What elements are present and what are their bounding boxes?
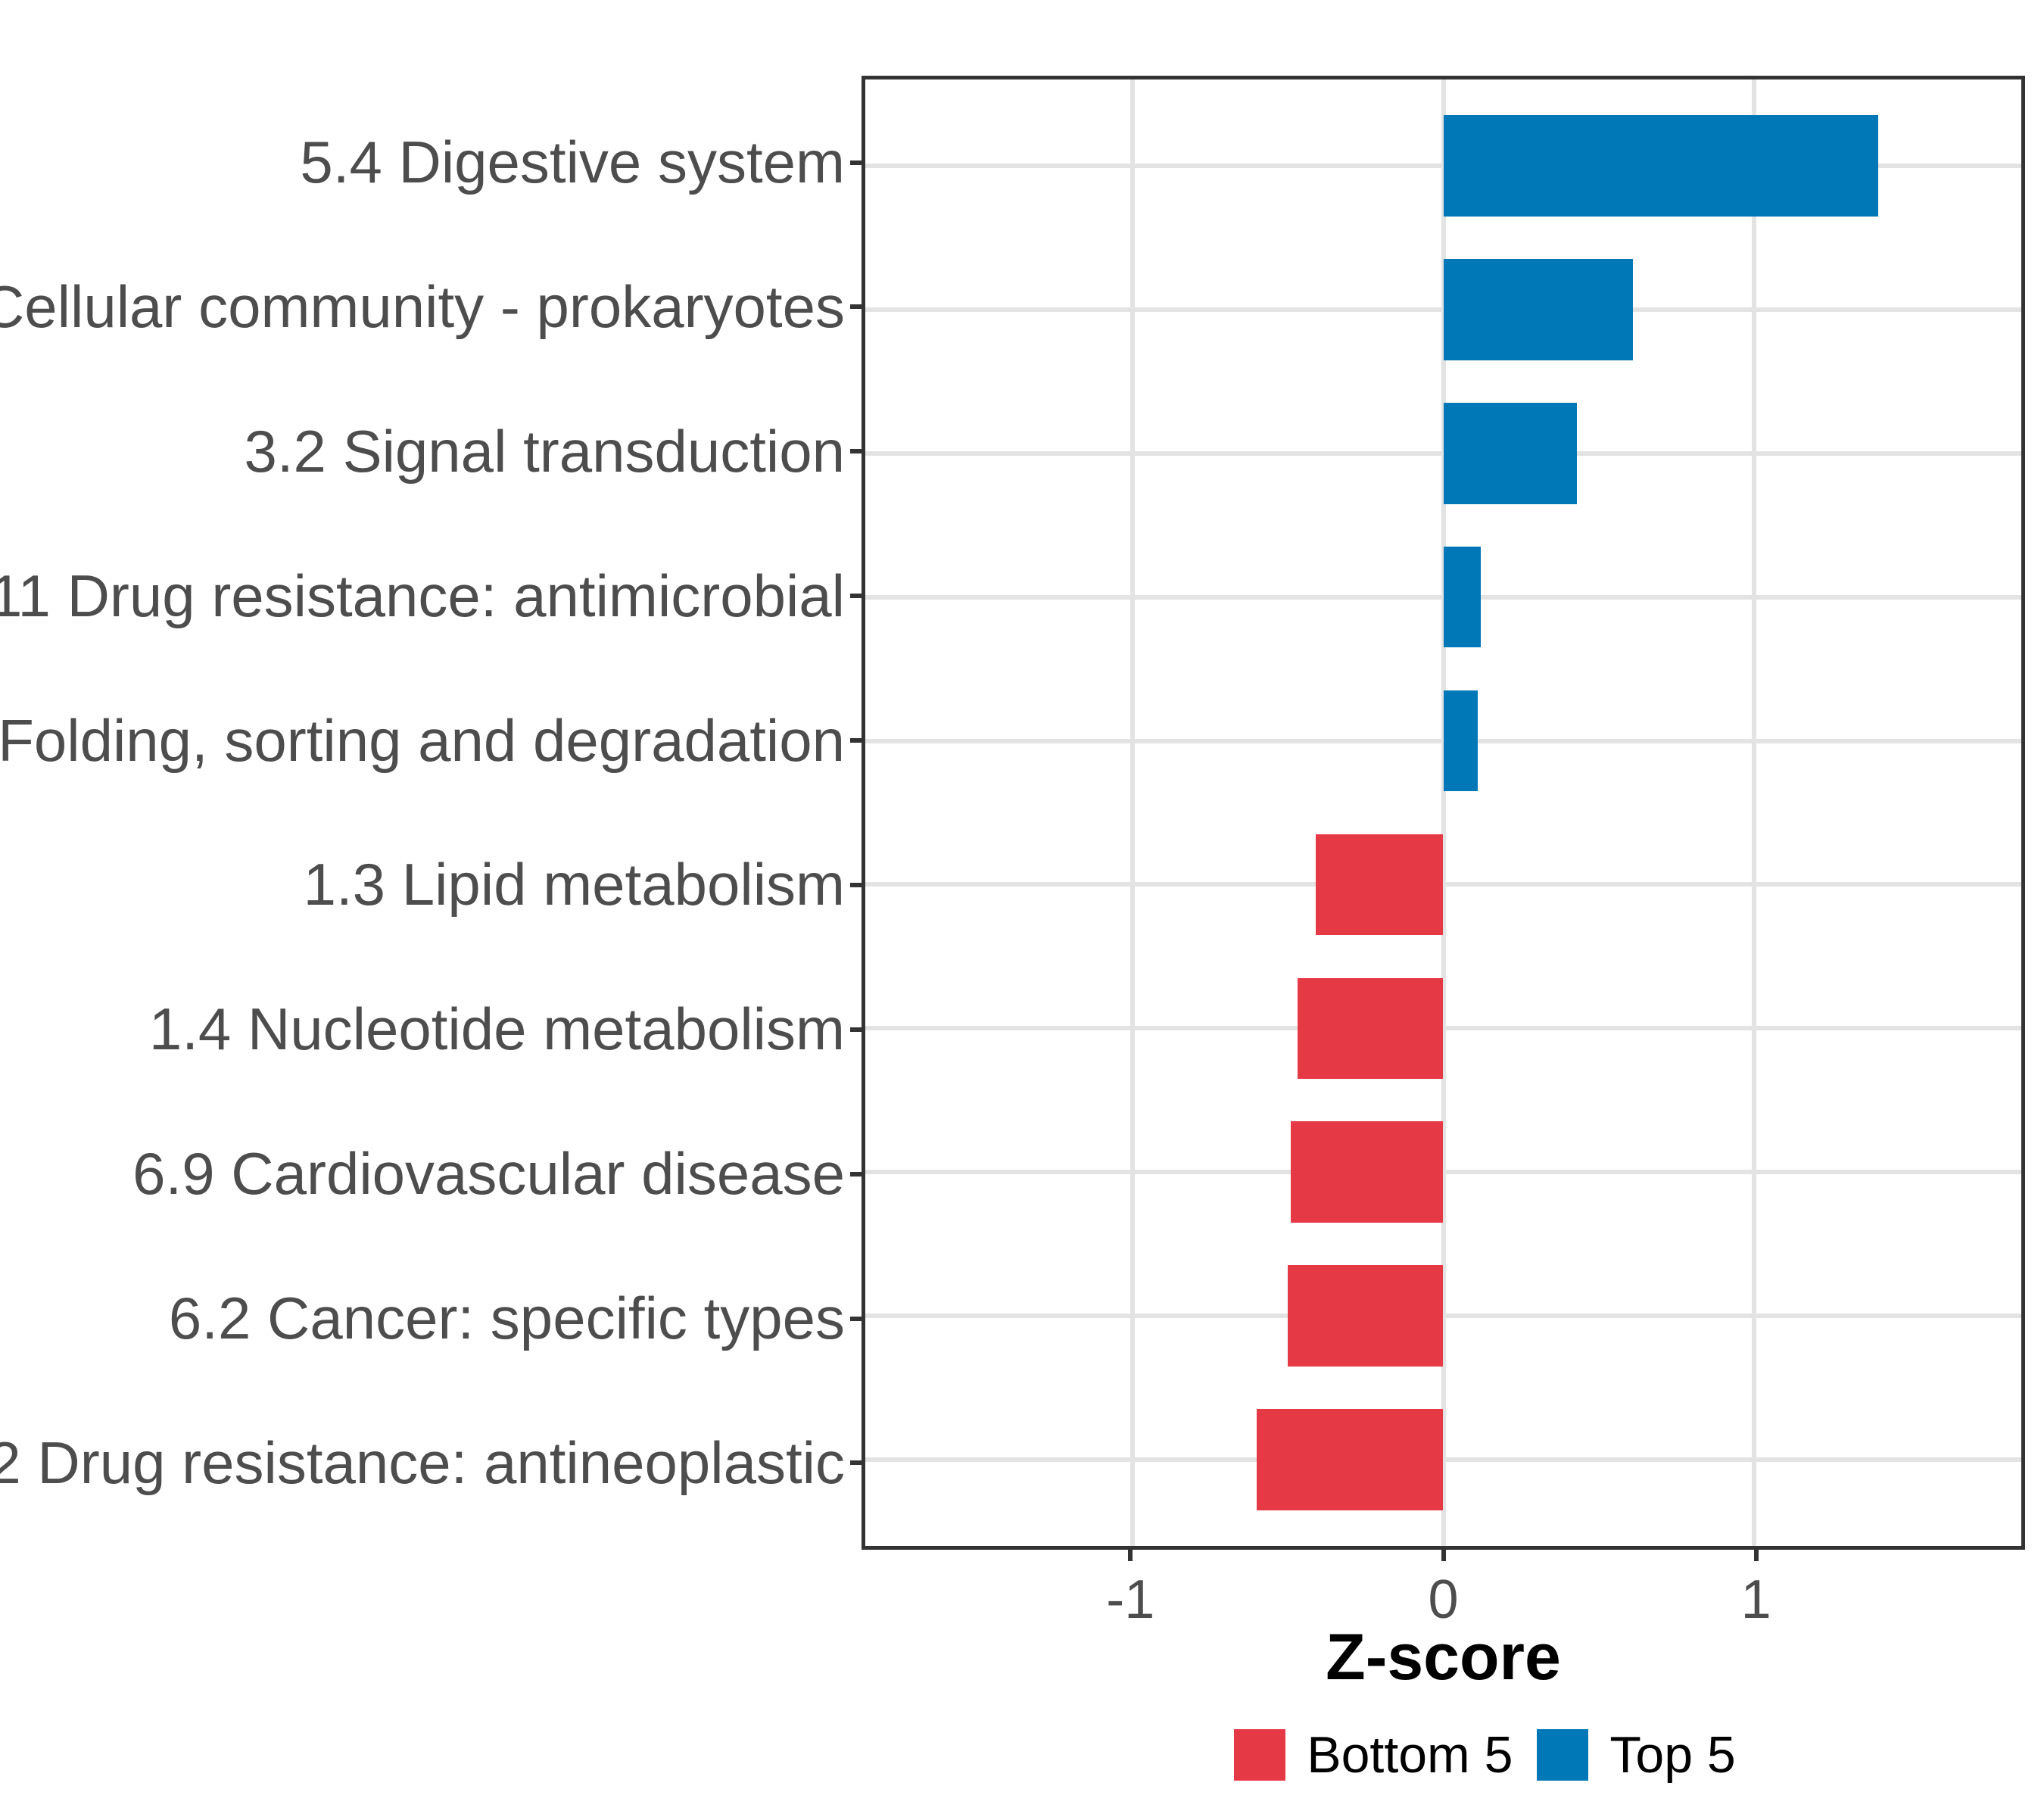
legend-label: Top 5 <box>1609 1726 1736 1784</box>
y-tick-mark <box>850 1460 862 1466</box>
y-gridline <box>865 882 2021 887</box>
bar <box>1443 115 1879 217</box>
x-tick-mark <box>1441 1550 1446 1561</box>
y-tick-mark <box>850 1316 862 1321</box>
x-tick-label: -1 <box>1106 1569 1155 1630</box>
bar <box>1297 977 1444 1080</box>
x-gridline <box>1441 79 1446 1546</box>
y-gridline <box>865 1457 2021 1463</box>
x-tick-mark <box>1753 1550 1759 1561</box>
bar <box>1443 259 1633 360</box>
y-gridline <box>865 1170 2021 1175</box>
y-axis-label: 5.4 Digestive system <box>300 129 845 196</box>
y-tick-mark <box>850 738 862 743</box>
y-axis-label: 1.3 Lipid metabolism <box>303 851 845 918</box>
x-gridline <box>1751 79 1756 1546</box>
legend-key-swatch <box>1234 1729 1286 1781</box>
y-axis-label: 6.2 Cancer: specific types <box>168 1285 845 1352</box>
y-axis-label: 3.2 Signal transduction <box>244 417 845 485</box>
y-axis-label: 6.9 Cardiovascular disease <box>132 1140 845 1208</box>
legend-item: Bottom 5 <box>1234 1725 1513 1784</box>
bar <box>1443 690 1478 792</box>
y-tick-mark <box>850 882 862 887</box>
y-axis-label: 6.11 Drug resistance: antimicrobial <box>0 562 845 629</box>
bar <box>1443 402 1577 504</box>
legend-label: Bottom 5 <box>1307 1726 1513 1784</box>
y-axis-label: 6.12 Drug resistance: antineoplastic <box>0 1429 845 1496</box>
x-tick-label: 0 <box>1428 1569 1459 1630</box>
plot-panel <box>862 76 2025 1550</box>
y-tick-mark <box>850 594 862 599</box>
y-tick-mark <box>850 1171 862 1177</box>
bar <box>1291 1121 1444 1223</box>
y-tick-mark <box>850 304 862 310</box>
x-tick-mark <box>1128 1550 1133 1561</box>
y-tick-mark <box>850 1027 862 1032</box>
bar <box>1257 1409 1444 1510</box>
y-gridline <box>865 1314 2021 1319</box>
legend: Bottom 5 Top 5 <box>903 1725 2044 1784</box>
bar <box>1316 834 1444 936</box>
y-gridline <box>865 1026 2021 1031</box>
legend-item: Top 5 <box>1537 1725 1736 1784</box>
y-axis-label: 1.4 Nucleotide metabolism <box>148 996 845 1063</box>
x-axis-title: Z-score <box>1326 1621 1561 1694</box>
x-gridline <box>1130 79 1136 1546</box>
legend-key-swatch <box>1537 1729 1589 1781</box>
bar <box>1288 1265 1444 1367</box>
y-axis-label: 2.3 Folding, sorting and degradation <box>0 706 845 774</box>
y-tick-mark <box>850 449 862 454</box>
x-tick-label: 1 <box>1740 1569 1771 1630</box>
bar <box>1443 546 1481 648</box>
y-axis-label: 4.4 Cellular community - prokaryotes <box>0 273 845 340</box>
y-tick-mark <box>850 160 862 165</box>
